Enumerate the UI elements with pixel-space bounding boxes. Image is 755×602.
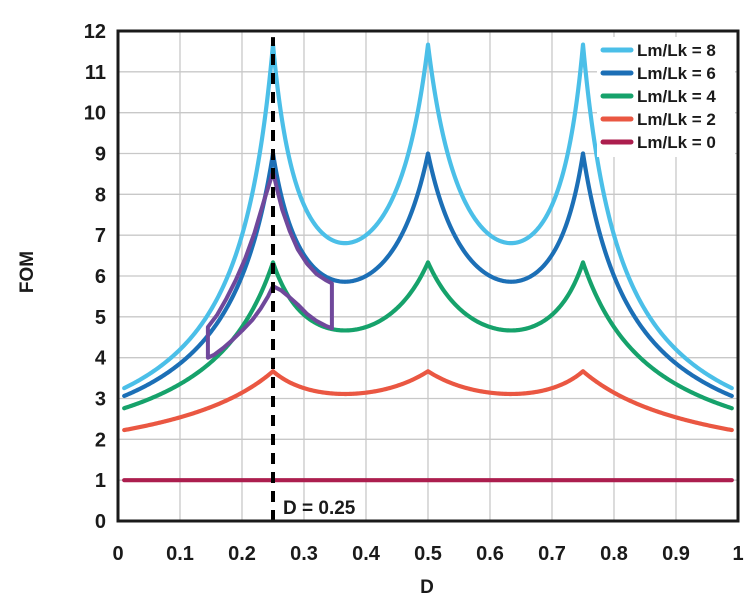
- y-tick-label: 1: [95, 470, 106, 492]
- y-tick-label: 11: [85, 62, 106, 84]
- y-tick-label: 10: [84, 103, 106, 125]
- y-axis-title: FOM: [17, 251, 38, 293]
- x-tick-label: 0.8: [600, 543, 628, 565]
- x-tick-label: 0.5: [414, 543, 442, 565]
- y-tick-label: 5: [95, 307, 106, 329]
- y-tick-label: 12: [84, 21, 106, 43]
- legend-label-lmlk-8: Lm/Lk = 8: [637, 41, 716, 60]
- x-tick-label: 0: [112, 543, 123, 565]
- legend-label-lmlk-2: Lm/Lk = 2: [637, 110, 716, 129]
- legend-item: Lm/Lk = 0: [600, 133, 716, 152]
- x-tick-label: 0.2: [228, 543, 256, 565]
- y-tick-label: 7: [95, 225, 106, 247]
- curve-lm-lk-2: [122, 369, 734, 433]
- legend-item: Lm/Lk = 4: [600, 87, 716, 106]
- x-tick-label: 0.7: [538, 543, 566, 565]
- curve-lm-lk-8: [122, 42, 734, 391]
- plot-frame: [116, 29, 740, 523]
- y-tick-label: 9: [95, 144, 106, 166]
- duty-marker-label: D = 0.25: [283, 498, 356, 519]
- y-tick-label: 2: [95, 429, 106, 451]
- y-tick-label: 0: [95, 511, 106, 533]
- y-tick-label: 8: [95, 184, 106, 206]
- y-tick-label: 3: [95, 389, 106, 411]
- y-tick-label: 4: [95, 348, 107, 370]
- legend-label-lmlk-0: Lm/Lk = 0: [637, 133, 716, 152]
- x-tick-label: 0.3: [290, 543, 318, 565]
- x-axis-title: D: [420, 577, 434, 598]
- legend-item: Lm/Lk = 2: [600, 110, 716, 129]
- x-tick-label: 0.6: [476, 543, 504, 565]
- legend-item: Lm/Lk = 6: [600, 64, 716, 83]
- y-tick-label: 6: [95, 266, 106, 288]
- legend-label-lmlk-4: Lm/Lk = 4: [637, 87, 716, 106]
- x-tick-label: 0.9: [662, 543, 690, 565]
- legend-label-lmlk-6: Lm/Lk = 6: [637, 64, 716, 83]
- x-axis-tick-labels: 0 0.1 0.2 0.3 0.4 0.5 0.6 0.7 0.8 0.9 1: [112, 543, 743, 565]
- legend: Lm/Lk = 8 Lm/Lk = 6 Lm/Lk = 4 Lm/Lk = 2 …: [597, 37, 735, 157]
- highlight-region-outline: [205, 169, 334, 360]
- legend-item: Lm/Lk = 8: [600, 41, 716, 60]
- x-tick-label: 0.1: [166, 543, 194, 565]
- x-tick-label: 0.4: [352, 543, 381, 565]
- curve-lm-lk-6: [122, 151, 734, 399]
- x-tick-label: 1: [732, 543, 743, 565]
